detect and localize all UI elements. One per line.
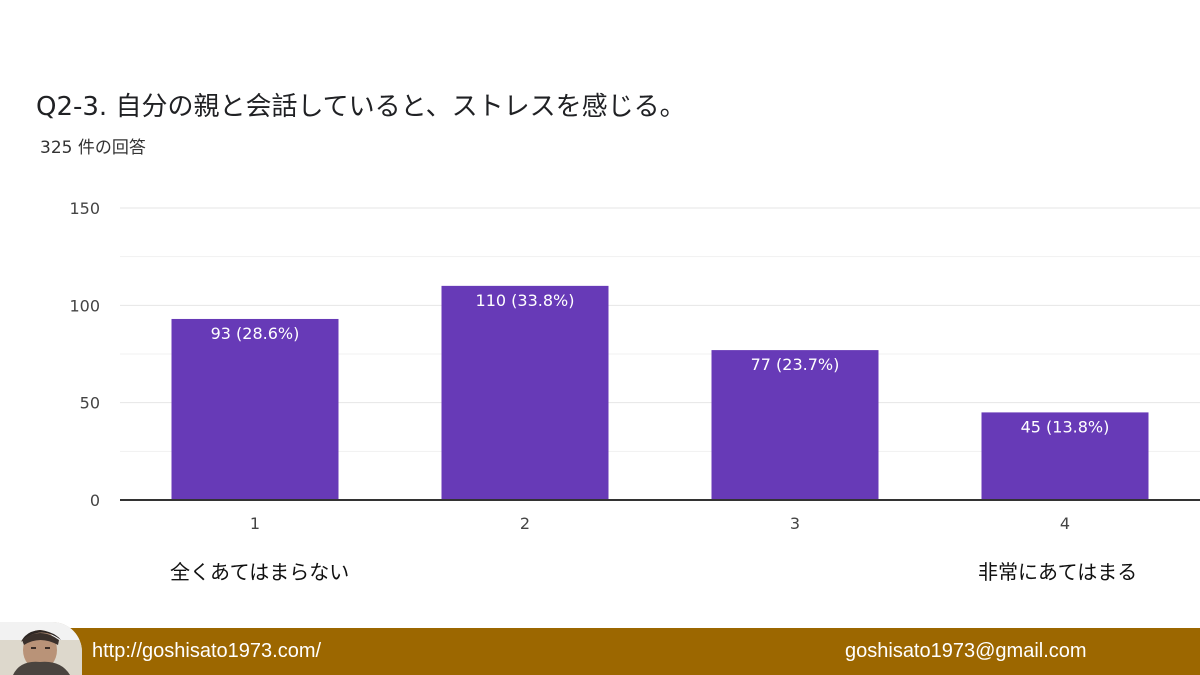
bar-2[interactable] — [441, 285, 609, 500]
avatar — [0, 622, 82, 675]
scale-high-label: 非常にあてはまる — [978, 560, 1138, 584]
bar-4[interactable] — [981, 412, 1149, 500]
bar-value-label: 110 (33.8%) — [476, 291, 575, 310]
y-tick-label: 0 — [90, 491, 100, 510]
x-tick-label: 4 — [1060, 514, 1070, 533]
bar-value-label: 77 (23.7%) — [751, 355, 840, 374]
bar-value-label: 93 (28.6%) — [211, 324, 300, 343]
avatar-photo — [0, 622, 82, 675]
footer-url-link[interactable]: http://goshisato1973.com/ — [92, 640, 322, 662]
response-count: 325 件の回答 — [40, 138, 146, 158]
chart-title: Q2-3. 自分の親と会話していると、ストレスを感じる。 — [36, 92, 686, 122]
bar-chart: 0 50 100 150 93 (28.6%) 1 110 (33.8%) 2 77 (23.7… — [69, 199, 1200, 533]
y-tick-label: 100 — [69, 296, 100, 315]
scale-low-label: 全くあてはまらない — [170, 560, 350, 584]
y-tick-label: 50 — [80, 394, 100, 413]
bar-3[interactable] — [711, 350, 879, 500]
footer-bar — [0, 628, 1200, 675]
y-tick-label: 150 — [69, 199, 100, 218]
x-tick-label: 2 — [520, 514, 530, 533]
bar-1[interactable] — [171, 318, 339, 500]
bar-value-label: 45 (13.8%) — [1021, 417, 1110, 436]
footer-email-link[interactable]: goshisato1973@gmail.com — [845, 640, 1087, 662]
x-tick-label: 3 — [790, 514, 800, 533]
x-tick-label: 1 — [250, 514, 260, 533]
